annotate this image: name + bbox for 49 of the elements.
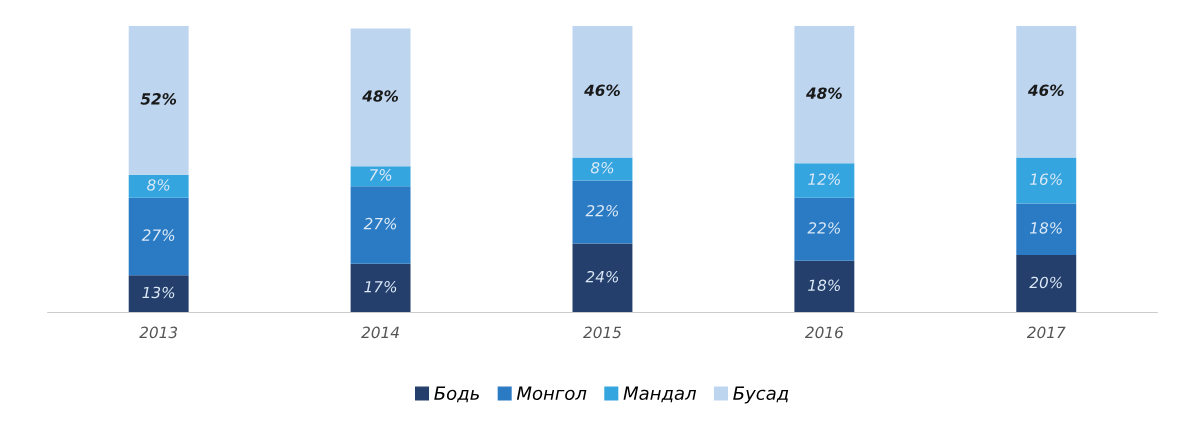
bar — [572, 243, 633, 313]
bar — [350, 28, 411, 167]
data-label: 7% — [369, 169, 392, 181]
data-label: 48% — [806, 87, 842, 99]
bar — [128, 25, 189, 175]
data-label: 16% — [1030, 173, 1062, 185]
bar — [1016, 203, 1077, 256]
data-label: 20% — [1029, 276, 1062, 289]
data-label: 52% — [140, 93, 177, 105]
bar — [572, 180, 633, 244]
data-label: 48% — [362, 90, 399, 102]
bar — [350, 263, 411, 313]
data-label: 46% — [1027, 84, 1064, 97]
x-tick-label: 2016 — [804, 326, 844, 339]
legend-label: Бодь — [434, 386, 479, 403]
data-label: 18% — [1030, 222, 1062, 234]
bar — [794, 260, 855, 313]
data-label: 27% — [363, 217, 397, 230]
bar — [572, 157, 633, 181]
bar — [128, 197, 189, 276]
bar — [128, 275, 189, 313]
bar — [794, 163, 855, 198]
legend-label: Бусад — [733, 386, 789, 404]
x-tick-label: 2014 — [361, 326, 399, 339]
bar — [350, 186, 411, 264]
data-label: 18% — [808, 279, 840, 292]
x-tick-label: 2015 — [583, 326, 622, 339]
x-tick-label: 2013 — [139, 326, 178, 339]
bar — [1016, 255, 1077, 313]
bar — [794, 197, 855, 261]
bar — [572, 25, 633, 158]
data-label: 12% — [808, 173, 840, 185]
bar — [1016, 25, 1077, 158]
data-label: 8% — [590, 161, 614, 174]
data-label: 24% — [585, 270, 619, 283]
data-label: 27% — [141, 229, 175, 241]
bar — [128, 174, 189, 198]
bar — [350, 166, 411, 187]
bar — [794, 25, 855, 164]
data-label: 22% — [807, 222, 840, 234]
legend-label: Монгол — [516, 386, 587, 401]
data-label: 17% — [364, 280, 397, 293]
legend-label: Мандал — [623, 386, 697, 403]
data-label: 8% — [147, 179, 170, 191]
data-label: 22% — [585, 204, 619, 217]
data-label: 13% — [142, 286, 175, 299]
bar — [1016, 157, 1077, 204]
x-tick-label: 2017 — [1026, 326, 1066, 339]
data-label: 46% — [584, 84, 620, 97]
